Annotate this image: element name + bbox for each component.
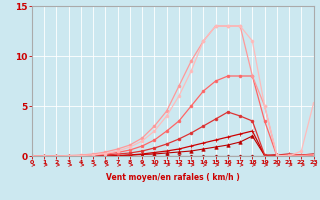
X-axis label: Vent moyen/en rafales ( km/h ): Vent moyen/en rafales ( km/h ) xyxy=(106,174,240,183)
